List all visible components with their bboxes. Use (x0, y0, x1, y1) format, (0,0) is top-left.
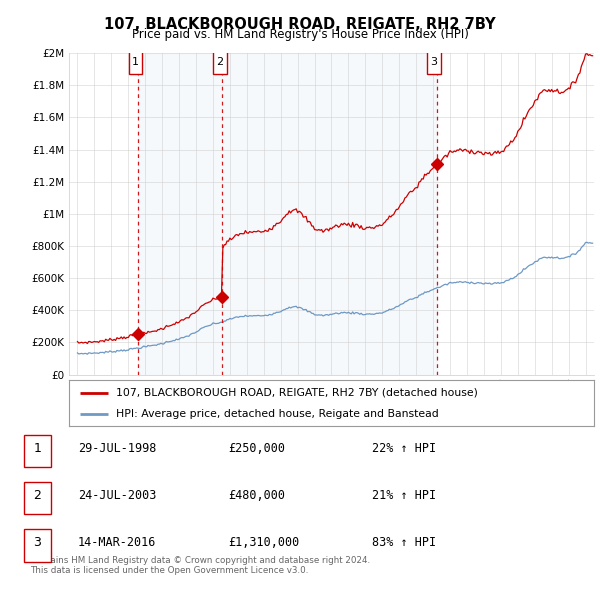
Text: 29-JUL-1998: 29-JUL-1998 (78, 441, 157, 455)
FancyBboxPatch shape (213, 50, 227, 74)
Bar (138, 53, 437, 375)
Text: 1: 1 (34, 441, 41, 455)
Text: 2: 2 (34, 489, 41, 502)
Text: 1: 1 (132, 57, 139, 67)
Text: 24-JUL-2003: 24-JUL-2003 (78, 489, 157, 502)
Text: HPI: Average price, detached house, Reigate and Banstead: HPI: Average price, detached house, Reig… (116, 409, 439, 419)
FancyBboxPatch shape (427, 50, 441, 74)
FancyBboxPatch shape (129, 50, 142, 74)
Text: 2: 2 (217, 57, 223, 67)
Text: 3: 3 (34, 536, 41, 549)
Text: £250,000: £250,000 (228, 441, 285, 455)
Text: Price paid vs. HM Land Registry's House Price Index (HPI): Price paid vs. HM Land Registry's House … (131, 28, 469, 41)
Text: 107, BLACKBOROUGH ROAD, REIGATE, RH2 7BY (detached house): 107, BLACKBOROUGH ROAD, REIGATE, RH2 7BY… (116, 388, 478, 398)
Text: 21% ↑ HPI: 21% ↑ HPI (372, 489, 436, 502)
Text: 83% ↑ HPI: 83% ↑ HPI (372, 536, 436, 549)
Text: Contains HM Land Registry data © Crown copyright and database right 2024.: Contains HM Land Registry data © Crown c… (30, 556, 370, 565)
Text: 14-MAR-2016: 14-MAR-2016 (78, 536, 157, 549)
Text: 107, BLACKBOROUGH ROAD, REIGATE, RH2 7BY: 107, BLACKBOROUGH ROAD, REIGATE, RH2 7BY (104, 17, 496, 31)
Text: £480,000: £480,000 (228, 489, 285, 502)
Text: This data is licensed under the Open Government Licence v3.0.: This data is licensed under the Open Gov… (30, 566, 308, 575)
Text: 3: 3 (431, 57, 437, 67)
Text: 22% ↑ HPI: 22% ↑ HPI (372, 441, 436, 455)
Text: £1,310,000: £1,310,000 (228, 536, 299, 549)
